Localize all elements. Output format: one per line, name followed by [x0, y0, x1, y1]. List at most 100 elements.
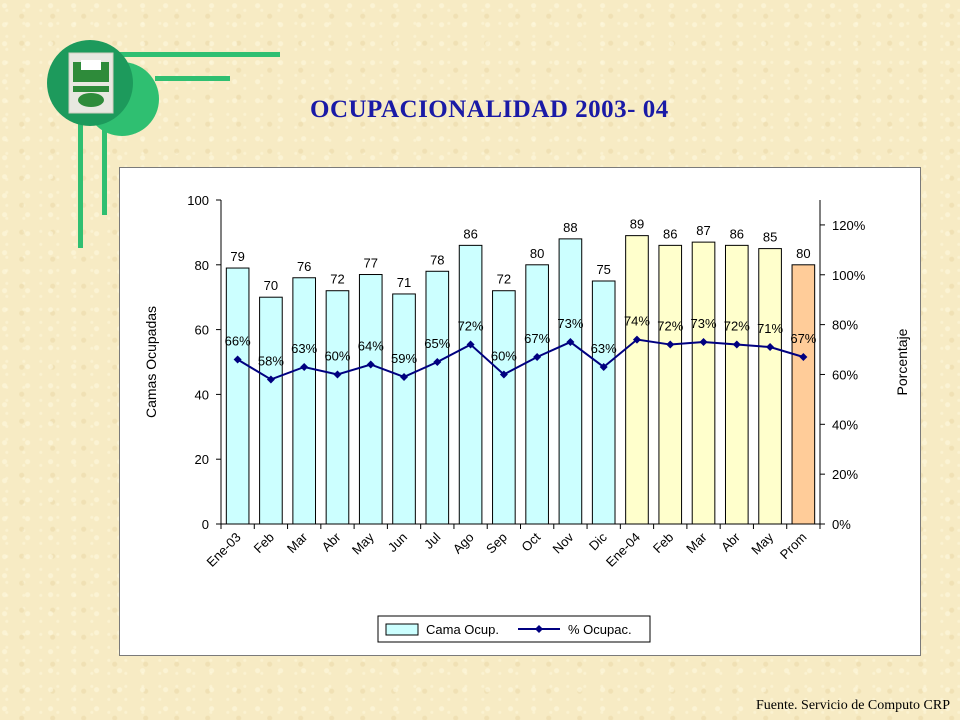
- line-value-label: 72%: [724, 319, 750, 334]
- x-tick-label: Oct: [518, 529, 543, 554]
- deco-line-vertical-long: [78, 110, 83, 248]
- line-value-label: 60%: [324, 348, 350, 363]
- line-value-label: 71%: [757, 321, 783, 336]
- x-tick-label: Dic: [586, 529, 610, 553]
- bar-value-label: 77: [364, 256, 378, 271]
- line-marker: [333, 370, 342, 379]
- line-marker: [300, 362, 309, 371]
- bar-value-label: 87: [696, 223, 710, 238]
- y-tick-label-right: 100%: [832, 268, 866, 283]
- bar: [558, 238, 583, 525]
- y-tick-label-left: 20: [195, 452, 209, 467]
- bar-value-label: 86: [463, 226, 477, 241]
- x-tick-label: Sep: [483, 530, 510, 557]
- bar-value-label: 86: [663, 226, 677, 241]
- y-tick-label-right: 0%: [832, 517, 851, 532]
- bar: [358, 274, 383, 525]
- bar: [259, 296, 283, 525]
- y-tick-label-left: 60: [195, 323, 209, 338]
- x-tick-label: Ago: [450, 530, 477, 557]
- line-value-label: 60%: [491, 348, 517, 363]
- line-value-label: 74%: [624, 314, 650, 329]
- bar-value-label: 79: [230, 249, 244, 264]
- bar-value-label: 78: [430, 252, 444, 267]
- x-tick-label: Ene-03: [204, 530, 244, 570]
- bar-value-label: 80: [530, 246, 544, 261]
- deco-line-vertical-short: [102, 130, 107, 215]
- slide-title: OCUPACIONALIDAD 2003- 04: [310, 96, 669, 123]
- bar-value-label: 72: [330, 272, 344, 287]
- line-value-label: 63%: [291, 341, 317, 356]
- legend: [377, 615, 651, 643]
- y-axis-title-left: Camas Ocupadas: [143, 306, 159, 418]
- line-value-label: 72%: [657, 319, 683, 334]
- y-axis-title-right: Porcentaje: [894, 328, 910, 395]
- bar-value-label: 88: [563, 220, 577, 235]
- line-value-label: 63%: [591, 341, 617, 356]
- line-value-label: 73%: [557, 316, 583, 331]
- bar-value-label: 75: [596, 262, 610, 277]
- y-tick-label-right: 80%: [832, 318, 858, 333]
- bar: [492, 290, 516, 525]
- x-tick-label: Feb: [650, 530, 676, 556]
- bar-value-label: 71: [397, 275, 411, 290]
- bar: [325, 290, 350, 525]
- line-marker: [632, 335, 641, 344]
- x-tick-label: May: [748, 529, 776, 557]
- line-marker: [666, 340, 675, 349]
- x-tick-label: Mar: [284, 529, 311, 556]
- y-tick-label-left: 40: [195, 387, 209, 402]
- bar-value-label: 86: [730, 226, 744, 241]
- line-value-label: 58%: [258, 353, 284, 368]
- line-value-label: 67%: [790, 331, 816, 346]
- bar-value-label: 72: [497, 272, 511, 287]
- line-marker: [533, 353, 542, 362]
- y-tick-label-left: 80: [195, 258, 209, 273]
- line-marker: [433, 358, 442, 366]
- legend-bar-label: Cama Ocup.: [426, 622, 499, 637]
- line-marker: [233, 355, 242, 364]
- line-value-label: 59%: [391, 351, 417, 366]
- bar: [625, 235, 649, 525]
- legend-line-marker: [535, 625, 543, 633]
- line-marker: [366, 360, 375, 369]
- x-tick-label: Abr: [718, 529, 743, 554]
- line-marker: [599, 362, 608, 371]
- line-value-label: 65%: [424, 336, 450, 351]
- line-value-label: 72%: [458, 319, 484, 334]
- line-marker: [766, 343, 775, 352]
- occupancy-chart: 0 20 40 60 80 100 0% 20% 40% 60% 80% 100% 120% Camas …: [143, 193, 910, 643]
- x-tick-label: Ene-04: [603, 530, 643, 570]
- x-tick-label: Nov: [550, 529, 577, 556]
- bar: [758, 248, 782, 525]
- source-note: Fuente. Servicio de Computo CRP: [755, 698, 950, 713]
- line-series-pct: [237, 338, 804, 381]
- bar: [724, 244, 749, 525]
- bar: [458, 244, 483, 525]
- x-tick-label: Jul: [421, 529, 443, 551]
- bar-value-label: 85: [763, 230, 777, 245]
- bar: [425, 270, 450, 525]
- bed-emblem-icon: [68, 52, 114, 114]
- bar-value-label: 89: [630, 217, 644, 232]
- y-tick-label-left: 0: [202, 517, 209, 532]
- legend-line-label: % Ocupac.: [568, 622, 632, 637]
- line-value-label: 64%: [358, 338, 384, 353]
- line-marker: [466, 340, 475, 349]
- line-marker: [566, 338, 575, 347]
- x-tick-label: Abr: [319, 529, 344, 554]
- x-tick-label: Mar: [683, 529, 710, 556]
- chart-panel: 0 20 40 60 80 100 0% 20% 40% 60% 80% 100% 120% Camas …: [119, 167, 921, 656]
- y-tick-label-right: 120%: [832, 218, 866, 233]
- deco-line-top-short: [155, 76, 230, 81]
- line-marker: [732, 340, 741, 349]
- bar: [591, 280, 616, 525]
- bar-value-label: 70: [264, 278, 278, 293]
- line-marker: [699, 338, 708, 347]
- line-value-label: 66%: [225, 334, 251, 349]
- x-tick-label: Prom: [777, 530, 810, 563]
- y-tick-label-right: 60%: [832, 367, 858, 382]
- legend-bar-swatch: [385, 623, 419, 636]
- bar: [392, 293, 416, 525]
- x-tick-label: May: [349, 529, 377, 557]
